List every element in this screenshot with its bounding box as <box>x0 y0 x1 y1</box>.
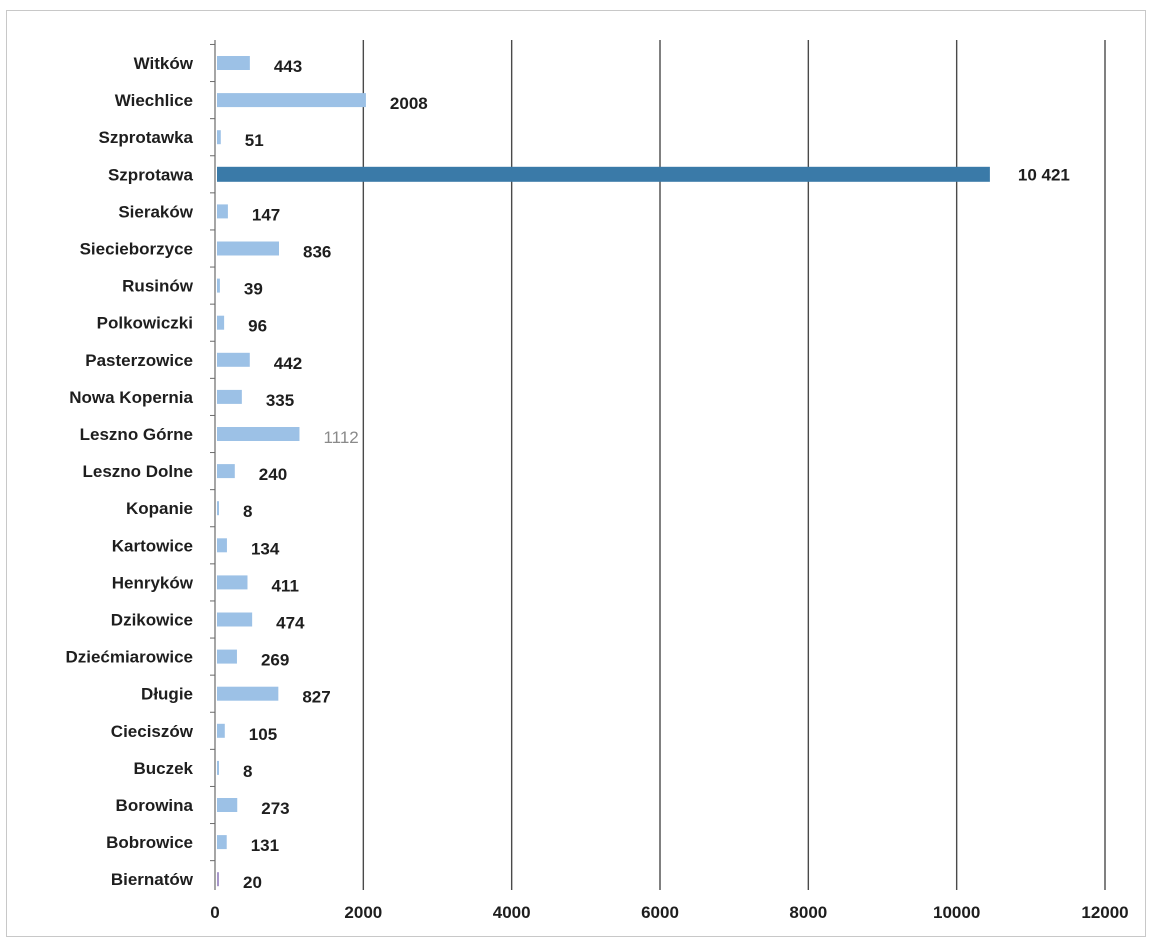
bar <box>217 93 366 108</box>
category-label: Rusinów <box>122 277 194 296</box>
x-tick-label: 0 <box>210 903 219 922</box>
data-label: 335 <box>266 391 294 410</box>
x-tick-label: 10000 <box>933 903 980 922</box>
bar <box>217 612 253 627</box>
bar <box>217 204 228 219</box>
data-label: 8 <box>243 502 252 521</box>
bar <box>217 835 227 850</box>
category-label: Cieciszów <box>111 722 194 741</box>
bar <box>217 56 250 70</box>
bar <box>217 130 221 145</box>
bar <box>217 315 225 330</box>
data-label: 240 <box>259 465 287 484</box>
data-label: 131 <box>251 836 279 855</box>
category-label: Kopanie <box>126 499 193 518</box>
category-label: Leszno Górne <box>80 425 193 444</box>
data-label: 836 <box>303 243 331 262</box>
data-label: 411 <box>271 576 298 595</box>
data-label: 147 <box>252 205 280 224</box>
data-label: 442 <box>274 354 302 373</box>
category-label: Polkowiczki <box>97 314 193 333</box>
category-label: Siecieborzyce <box>80 240 193 259</box>
bar <box>217 427 300 441</box>
category-label: Borowina <box>116 796 194 815</box>
category-label: Dzikowice <box>111 611 193 630</box>
data-label: 20 <box>243 873 262 892</box>
category-label: Długie <box>141 685 193 704</box>
bar <box>217 575 248 590</box>
category-label: Wiechlice <box>115 91 193 110</box>
data-label: 269 <box>261 651 289 670</box>
category-label: Witków <box>134 54 194 73</box>
category-label: Biernatów <box>111 870 194 889</box>
category-label: Pasterzowice <box>85 351 193 370</box>
category-label: Buczek <box>133 759 193 778</box>
data-label: 134 <box>251 539 280 558</box>
bar <box>217 464 235 479</box>
bar <box>217 501 219 516</box>
category-label: Nowa Kopernia <box>69 388 193 407</box>
bar <box>217 538 227 553</box>
bar <box>217 686 279 701</box>
x-tick-label: 2000 <box>344 903 382 922</box>
data-label: 39 <box>244 280 263 299</box>
data-label: 827 <box>302 688 330 707</box>
data-label: 8 <box>243 762 252 781</box>
bar <box>217 241 280 256</box>
bar <box>217 723 225 738</box>
bar <box>217 389 242 404</box>
x-tick-label: 4000 <box>493 903 531 922</box>
category-label: Sieraków <box>118 202 193 221</box>
bar <box>217 649 237 664</box>
category-label: Henryków <box>112 573 194 592</box>
data-label: 273 <box>261 799 289 818</box>
category-label: Leszno Dolne <box>82 462 193 481</box>
category-label: Dziećmiarowice <box>65 648 193 667</box>
bar <box>217 760 219 775</box>
category-label: Szprotawka <box>99 128 194 147</box>
category-label: Szprotawa <box>108 165 194 184</box>
data-label: 443 <box>274 57 302 76</box>
data-label: 96 <box>248 317 267 336</box>
data-label: 474 <box>276 614 305 633</box>
x-tick-label: 12000 <box>1081 903 1128 922</box>
data-label: 1112 <box>323 428 358 447</box>
category-label: Kartowice <box>112 536 193 555</box>
category-label: Bobrowice <box>106 833 193 852</box>
data-label: 2008 <box>390 94 428 113</box>
x-tick-label: 8000 <box>789 903 827 922</box>
data-label: 105 <box>249 725 277 744</box>
bar <box>217 278 220 293</box>
bar <box>217 166 990 182</box>
x-tick-label: 6000 <box>641 903 679 922</box>
bar <box>217 798 238 812</box>
bar <box>217 872 219 887</box>
data-label: 10 421 <box>1018 165 1070 184</box>
data-label: 51 <box>245 131 264 150</box>
bar <box>217 352 250 367</box>
